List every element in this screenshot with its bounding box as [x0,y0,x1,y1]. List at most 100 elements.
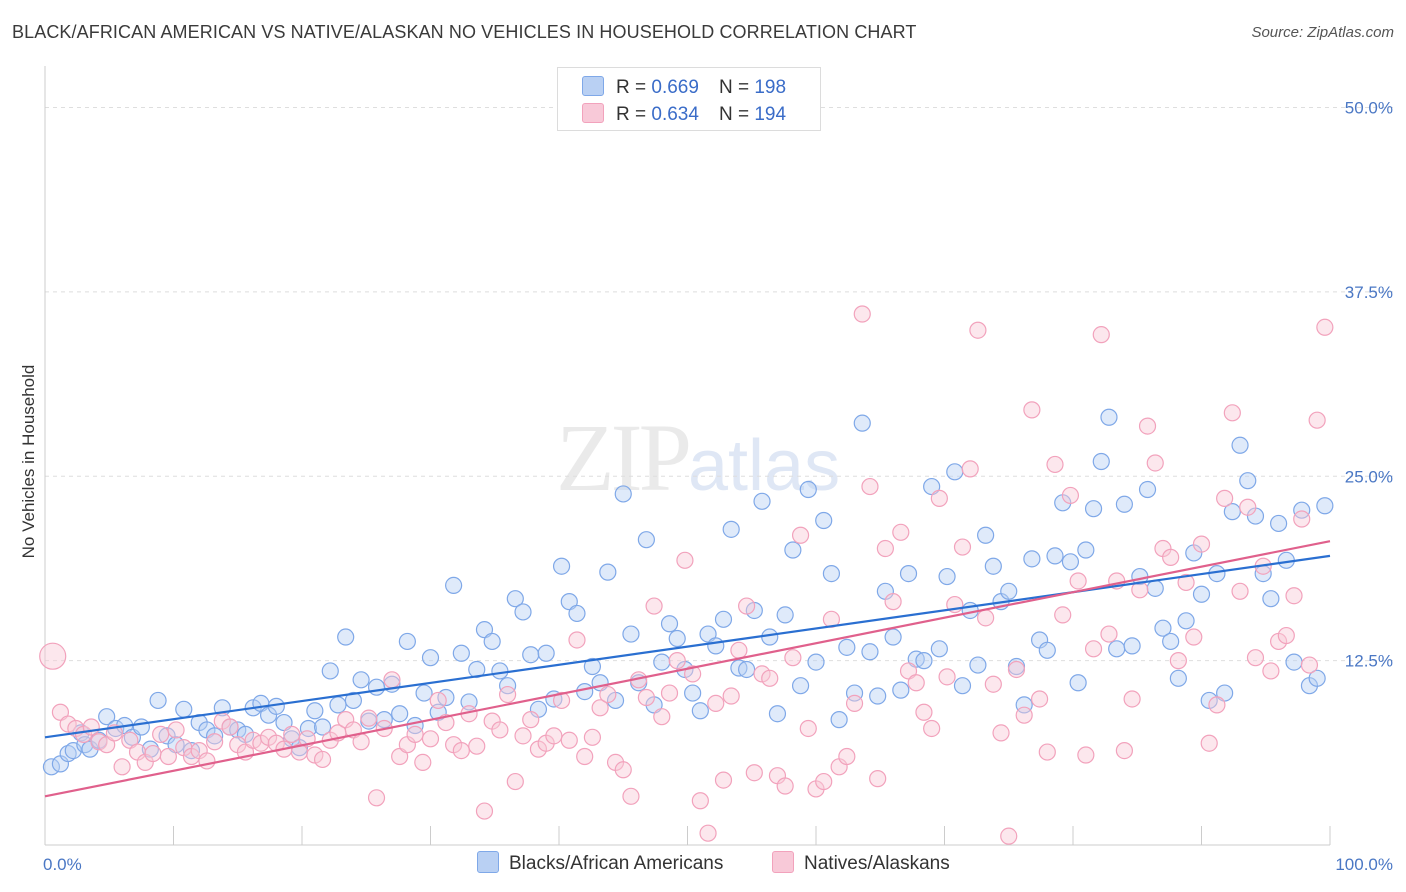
point-blacks [483,632,501,651]
bottom-legend-blacks: Blacks/African Americans [477,851,723,875]
point-blacks [329,696,347,714]
point-blacks [1108,640,1126,658]
point-blacks [306,702,324,720]
point-blacks [738,660,756,679]
point-blacks [499,677,517,695]
watermark-zip: ZIP [556,404,692,511]
point-natives [1100,625,1118,643]
point-natives [1200,734,1218,752]
bottom-legend-natives: Natives/Alaskans [772,851,950,875]
point-natives [861,477,879,496]
point-natives [1015,706,1033,724]
point-natives [668,652,686,670]
point-natives [144,744,162,763]
point-natives [1077,746,1095,764]
point-natives [738,597,756,615]
point-blacks [391,705,409,723]
legend-r-value-natives: 0.634 [651,104,699,125]
point-natives [722,687,740,705]
point-natives [776,777,794,795]
point-blacks [707,637,725,655]
point-natives [313,750,332,769]
point-blacks [1262,590,1280,608]
legend-box: R = 0.669 N = 198 R = 0.634 N = 194 [557,67,821,131]
point-natives [884,593,902,611]
point-blacks [1100,408,1118,426]
point-natives [622,787,640,805]
point-blacks [398,632,416,651]
point-blacks [421,649,440,667]
legend-n-value-natives: 194 [754,104,787,125]
point-natives [684,665,702,683]
point-natives [1084,640,1103,658]
point-blacks [175,700,193,718]
y-tick-label: 37.5% [1345,283,1393,302]
point-natives [784,649,802,667]
point-natives [421,730,440,748]
point-natives [892,523,910,541]
point-natives [815,772,833,791]
point-blacks [352,671,370,689]
point-natives [1208,696,1226,714]
point-natives [660,684,679,702]
point-blacks [158,727,176,745]
point-blacks [838,638,856,656]
point-natives [599,685,617,704]
point-blacks [614,485,632,503]
legend-swatch-blacks [582,76,604,96]
point-natives [1285,587,1303,605]
point-natives [1293,510,1311,528]
point-natives [699,824,717,842]
point-natives [221,718,239,736]
point-natives [568,631,586,649]
point-blacks [853,414,871,432]
point-blacks [776,606,794,624]
point-natives [1300,656,1319,674]
point-blacks [930,640,948,658]
point-natives [522,711,540,729]
point-natives [206,733,224,751]
point-natives [152,725,170,743]
trendline-natives [44,540,1331,798]
point-blacks [1192,585,1211,603]
point-blacks [1023,550,1041,568]
point-blacks [969,656,987,674]
point-blacks [1154,619,1172,637]
point-natives [1246,649,1265,667]
point-natives [499,685,517,704]
point-blacks [1123,637,1141,655]
point-natives [714,771,733,789]
point-natives [707,694,725,713]
point-blacks [59,744,77,763]
point-natives [992,724,1010,742]
legend-swatch-natives [582,103,604,123]
legend-r-value-blacks: 0.669 [651,77,699,98]
point-blacks [791,677,810,695]
point-natives [676,551,694,569]
point-blacks [460,693,478,711]
point-natives [923,719,941,738]
point-natives [506,772,524,791]
point-blacks [722,520,740,538]
point-blacks [946,463,964,481]
point-natives [961,460,979,478]
point-blacks [1038,641,1056,659]
point-blacks [1084,500,1103,518]
point-natives [429,691,447,710]
point-natives [1277,626,1295,645]
point-blacks [1269,514,1288,533]
point-blacks [367,678,386,696]
point-blacks [660,615,679,633]
point-natives [691,792,709,810]
point-natives [159,747,177,766]
point-natives [1054,606,1072,624]
point-natives [1046,455,1064,474]
point-blacks [576,682,594,701]
point-natives [198,752,216,770]
legend-row-natives: R = 0.634 N = 194 [582,103,786,127]
point-blacks [506,590,524,608]
point-natives [869,770,887,788]
point-blacks [1231,436,1249,454]
point-blacks [938,567,956,586]
